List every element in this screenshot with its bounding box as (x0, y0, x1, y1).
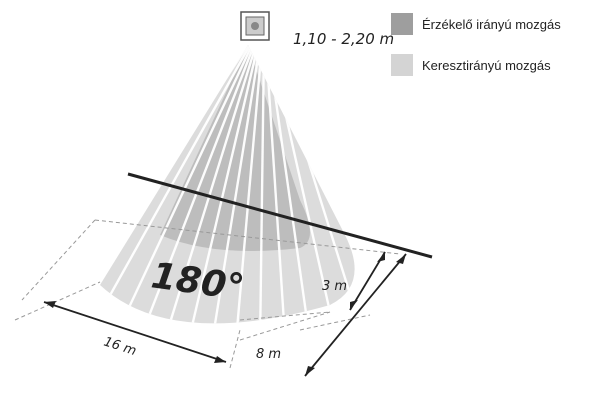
motion-sensor-icon (240, 11, 270, 41)
dim-16m-arrow-left (44, 301, 56, 308)
dim-8m-arrow-bottom (305, 366, 315, 376)
legend-cross-motion: Keresztirányú mozgás (391, 54, 551, 76)
dim-3m-label: 3 m (322, 279, 347, 294)
legend-swatch-dark (391, 13, 413, 35)
construction-lines (14, 219, 401, 369)
dim-3m-arrow-top (377, 252, 385, 262)
dim-8m-line (304, 253, 407, 377)
dim-16m-label: 16 m (102, 335, 138, 360)
dim-3m-line (349, 251, 386, 311)
dim-16m-line (43, 301, 227, 363)
dim-8m-label: 8 m (256, 347, 281, 362)
legend-towards-motion: Érzékelő irányú mozgás (391, 13, 561, 35)
dim-3m-arrow-bottom (350, 300, 358, 310)
legend-label-towards: Érzékelő irányú mozgás (422, 16, 561, 32)
dim-16m-arrow-right (214, 356, 226, 363)
legend-swatch-light (391, 54, 413, 76)
mount-height-label: 1,10 - 2,20 m (293, 30, 394, 48)
legend-label-cross: Keresztirányú mozgás (422, 57, 551, 73)
wall-line (127, 172, 433, 259)
dim-8m-arrow-top (396, 254, 406, 264)
